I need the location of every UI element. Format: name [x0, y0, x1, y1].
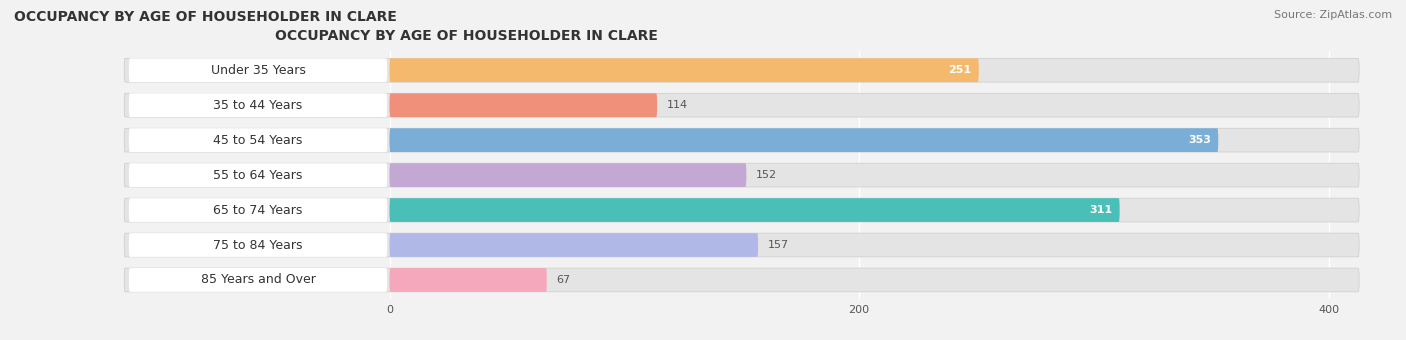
FancyBboxPatch shape: [129, 198, 387, 222]
Text: 311: 311: [1090, 205, 1112, 215]
FancyBboxPatch shape: [389, 268, 547, 292]
Text: 67: 67: [557, 275, 571, 285]
FancyBboxPatch shape: [389, 128, 1218, 152]
FancyBboxPatch shape: [389, 93, 657, 117]
Text: 251: 251: [949, 65, 972, 75]
FancyBboxPatch shape: [129, 233, 387, 257]
FancyBboxPatch shape: [389, 163, 747, 187]
Text: 75 to 84 Years: 75 to 84 Years: [214, 239, 302, 252]
Text: Under 35 Years: Under 35 Years: [211, 64, 305, 77]
FancyBboxPatch shape: [389, 58, 979, 82]
FancyBboxPatch shape: [389, 198, 1119, 222]
Text: Source: ZipAtlas.com: Source: ZipAtlas.com: [1274, 10, 1392, 20]
Text: 85 Years and Over: 85 Years and Over: [201, 273, 315, 287]
Text: 45 to 54 Years: 45 to 54 Years: [214, 134, 302, 147]
FancyBboxPatch shape: [124, 198, 1360, 222]
FancyBboxPatch shape: [124, 128, 1360, 152]
FancyBboxPatch shape: [129, 58, 387, 82]
Text: 65 to 74 Years: 65 to 74 Years: [214, 204, 302, 217]
Text: 157: 157: [768, 240, 789, 250]
FancyBboxPatch shape: [124, 268, 1360, 292]
FancyBboxPatch shape: [129, 128, 387, 152]
FancyBboxPatch shape: [124, 93, 1360, 117]
Text: 35 to 44 Years: 35 to 44 Years: [214, 99, 302, 112]
Text: OCCUPANCY BY AGE OF HOUSEHOLDER IN CLARE: OCCUPANCY BY AGE OF HOUSEHOLDER IN CLARE: [276, 29, 658, 43]
Text: 55 to 64 Years: 55 to 64 Years: [214, 169, 302, 182]
FancyBboxPatch shape: [129, 163, 387, 187]
Text: OCCUPANCY BY AGE OF HOUSEHOLDER IN CLARE: OCCUPANCY BY AGE OF HOUSEHOLDER IN CLARE: [14, 10, 396, 24]
Text: 353: 353: [1188, 135, 1211, 145]
FancyBboxPatch shape: [124, 163, 1360, 187]
FancyBboxPatch shape: [129, 268, 387, 292]
FancyBboxPatch shape: [124, 233, 1360, 257]
Text: 114: 114: [666, 100, 688, 110]
FancyBboxPatch shape: [389, 233, 758, 257]
Text: 152: 152: [756, 170, 778, 180]
FancyBboxPatch shape: [124, 58, 1360, 82]
FancyBboxPatch shape: [129, 93, 387, 117]
